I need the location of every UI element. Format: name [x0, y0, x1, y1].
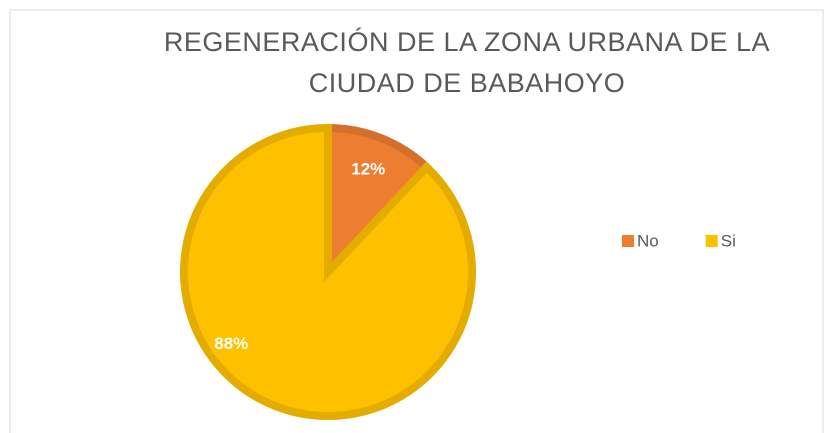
pie-slice — [180, 123, 476, 420]
pie-slice-edge — [324, 123, 433, 283]
legend-swatch — [622, 235, 634, 247]
pie-slice — [324, 123, 433, 283]
legend-swatch — [705, 235, 718, 247]
chart-frame — [9, 9, 824, 433]
data-label: 12% — [351, 160, 385, 179]
legend-label: Si — [721, 231, 736, 250]
pie-slice-edge — [180, 123, 476, 420]
chart-title: REGENERACIÓN DE LA ZONA URBANA DE LA CIU… — [163, 27, 771, 98]
legend-label: No — [637, 231, 659, 250]
data-label: 88% — [214, 334, 248, 353]
